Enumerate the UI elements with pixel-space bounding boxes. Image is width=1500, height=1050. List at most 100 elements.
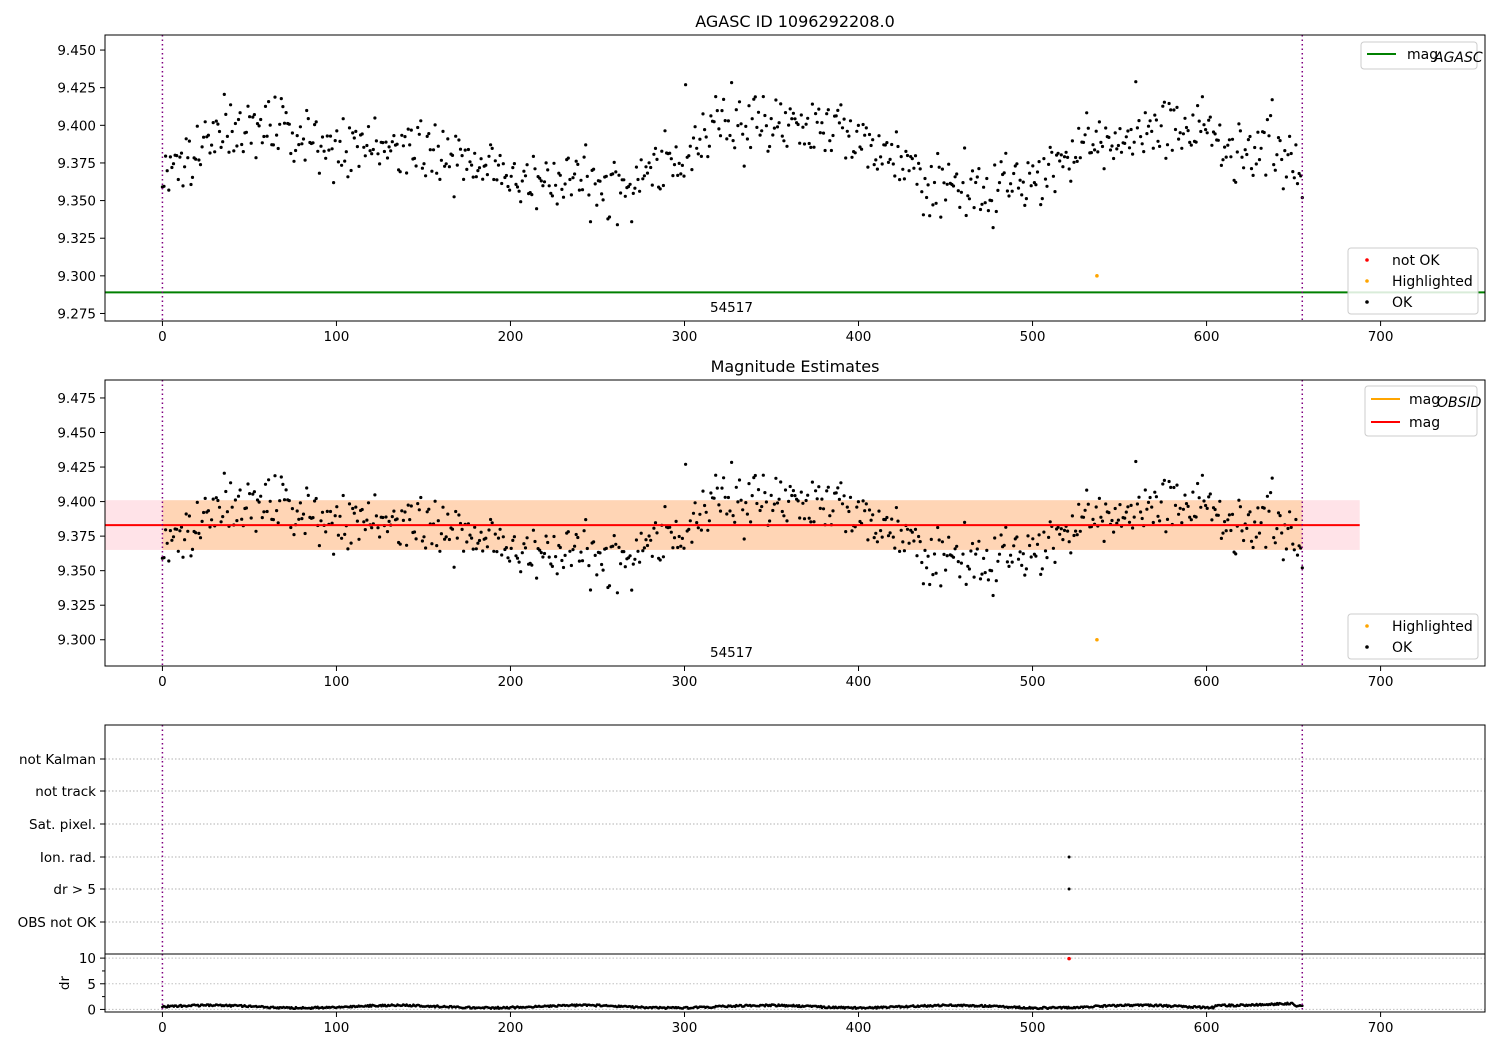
ok-point bbox=[1272, 163, 1276, 167]
ok-point bbox=[252, 113, 256, 117]
ok-point bbox=[726, 495, 731, 500]
ok-point bbox=[492, 177, 496, 182]
ok-point bbox=[227, 150, 231, 154]
ok-point bbox=[714, 473, 718, 477]
ok-point bbox=[457, 138, 461, 142]
ok-point bbox=[539, 179, 543, 183]
ok-point bbox=[1256, 130, 1260, 134]
ok-point bbox=[1278, 514, 1282, 518]
ok-point bbox=[639, 531, 643, 535]
ok-point bbox=[438, 549, 442, 553]
ok-point bbox=[352, 511, 356, 515]
y-tick-label: 9.300 bbox=[57, 633, 96, 649]
ok-point bbox=[1270, 98, 1274, 102]
ok-point bbox=[704, 135, 708, 139]
ok-point bbox=[1249, 167, 1254, 171]
ok-point bbox=[655, 157, 659, 161]
ok-point bbox=[1062, 528, 1067, 533]
ok-point bbox=[306, 493, 310, 497]
ok-point bbox=[653, 521, 658, 525]
ok-point bbox=[1043, 177, 1048, 181]
ok-point bbox=[939, 584, 943, 588]
ok-point bbox=[942, 181, 946, 185]
ok-point bbox=[555, 202, 559, 206]
x-tick-label: 700 bbox=[1368, 329, 1394, 345]
ok-point bbox=[230, 129, 234, 134]
ok-point bbox=[1047, 535, 1051, 540]
ok-point bbox=[996, 559, 1000, 563]
ok-point bbox=[768, 519, 772, 523]
ok-point bbox=[783, 488, 788, 492]
ok-point bbox=[691, 136, 696, 140]
ok-point bbox=[638, 189, 642, 193]
ok-point bbox=[1116, 518, 1120, 522]
ok-point bbox=[695, 521, 699, 525]
ok-point bbox=[974, 552, 978, 556]
ok-point bbox=[1151, 146, 1155, 150]
ok-point bbox=[712, 496, 716, 500]
ok-point bbox=[470, 536, 474, 540]
ok-point bbox=[1221, 158, 1225, 162]
ok-point bbox=[262, 134, 266, 139]
ok-point bbox=[538, 548, 542, 552]
flag-label: Ion. rad. bbox=[40, 850, 96, 866]
ok-point bbox=[929, 164, 933, 169]
ok-point bbox=[1083, 133, 1087, 137]
ok-point bbox=[750, 494, 754, 498]
ok-point bbox=[1031, 164, 1035, 168]
ok-point bbox=[240, 142, 244, 147]
legend-label: mag bbox=[1409, 392, 1440, 408]
ok-point bbox=[1148, 495, 1152, 500]
ok-point bbox=[167, 188, 171, 192]
ok-point bbox=[468, 533, 472, 537]
ok-point bbox=[1226, 143, 1230, 147]
ok-point bbox=[260, 141, 264, 145]
ok-point bbox=[1047, 162, 1051, 166]
ok-point bbox=[758, 508, 762, 513]
ok-point bbox=[956, 560, 960, 564]
ok-point bbox=[1058, 159, 1062, 163]
ok-point bbox=[709, 114, 713, 118]
ok-point bbox=[1035, 170, 1040, 174]
ok-point bbox=[289, 525, 293, 530]
ok-point bbox=[633, 186, 637, 190]
ok-point bbox=[860, 147, 864, 151]
ok-point bbox=[295, 509, 299, 513]
ok-point bbox=[993, 536, 997, 540]
ok-point bbox=[281, 105, 285, 109]
ok-point bbox=[801, 125, 805, 129]
ok-point bbox=[942, 552, 946, 557]
flag-point bbox=[1067, 887, 1071, 891]
ok-point bbox=[1064, 150, 1068, 154]
ok-point bbox=[1007, 194, 1011, 198]
ok-point bbox=[978, 207, 983, 212]
ok-point bbox=[238, 111, 242, 115]
y-tick-label: 9.275 bbox=[57, 306, 96, 322]
ok-point bbox=[782, 514, 786, 518]
ok-point bbox=[574, 159, 578, 163]
ok-point bbox=[947, 162, 951, 166]
ok-point bbox=[176, 177, 180, 182]
ok-point bbox=[788, 484, 792, 489]
ok-point bbox=[1292, 176, 1296, 180]
ok-point bbox=[779, 480, 783, 484]
ok-point bbox=[300, 142, 304, 146]
ok-point bbox=[170, 538, 174, 542]
ok-point bbox=[1062, 155, 1067, 159]
ok-point bbox=[189, 554, 193, 558]
ok-point bbox=[175, 154, 179, 158]
ok-point bbox=[864, 502, 868, 506]
ok-point bbox=[990, 199, 994, 203]
ok-point bbox=[1131, 152, 1135, 156]
ok-point bbox=[1183, 116, 1187, 120]
ok-point bbox=[663, 505, 667, 509]
ok-point bbox=[1134, 459, 1138, 464]
y-tick-label: 9.350 bbox=[57, 194, 96, 210]
ok-point bbox=[855, 129, 859, 133]
ok-point bbox=[703, 503, 707, 508]
ok-point bbox=[384, 140, 388, 144]
flag-label: OBS not OK bbox=[18, 915, 98, 931]
ok-point bbox=[1197, 119, 1201, 123]
ok-point bbox=[333, 514, 337, 518]
